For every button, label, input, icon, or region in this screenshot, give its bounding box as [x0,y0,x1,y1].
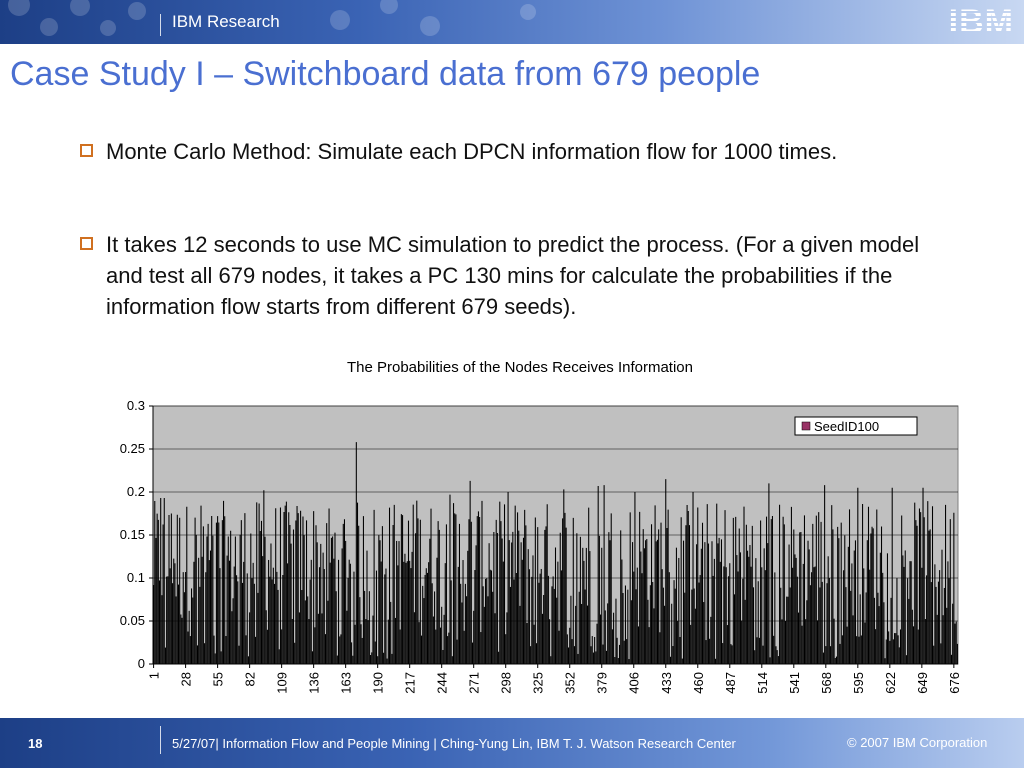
x-tick-label: 676 [947,672,962,694]
x-tick-label: 379 [595,672,610,694]
legend-label: SeedID100 [814,419,879,434]
x-tick-label: 325 [531,672,546,694]
x-tick-label: 1 [147,672,162,679]
x-tick-label: 433 [659,672,674,694]
ibm-logo: IBM [948,3,1014,41]
decor-dot [380,0,398,14]
y-tick-label: 0.25 [120,441,145,456]
bullet-text: It takes 12 seconds to use MC simulation… [106,232,920,319]
org-label: IBM Research [172,12,280,31]
bullet-text: Monte Carlo Method: Simulate each DPCN i… [106,139,838,164]
footer-text: 5/27/07| Information Flow and People Min… [172,736,736,751]
decor-dot [100,20,116,36]
header-separator [160,14,161,36]
y-tick-label: 0.05 [120,613,145,628]
footer-band: 18 5/27/07| Information Flow and People … [0,718,1024,768]
decor-dot [330,10,350,30]
legend-swatch [801,421,811,431]
x-tick-label: 541 [787,672,802,694]
decor-dot [70,0,90,16]
page-title: Case Study I – Switchboard data from 679… [10,55,761,93]
x-tick-label: 514 [755,672,770,694]
x-tick-label: 406 [627,672,642,694]
x-tick-label: 190 [371,672,386,694]
x-tick-label: 82 [243,672,258,686]
bullet-item: Monte Carlo Method: Simulate each DPCN i… [80,136,930,167]
y-tick-label: 0 [138,656,145,671]
page-number: 18 [28,736,43,751]
y-axis: 0 0.05 0.1 0.15 0.2 0.25 0.3 [120,398,154,671]
x-tick-label: 352 [563,672,578,694]
y-tick-label: 0.15 [120,527,145,542]
checkbox-bullet-icon [80,237,93,250]
x-tick-label: 271 [467,672,482,694]
bullet-item: It takes 12 seconds to use MC simulation… [80,229,930,322]
y-tick-label: 0.3 [127,398,145,413]
checkbox-bullet-icon [80,144,93,157]
legend-box [794,416,918,436]
x-tick-label: 622 [883,672,898,694]
chart-title: The Probabilities of the Nodes Receives … [347,359,693,376]
header-band: IBM Research IBM [0,0,1024,44]
x-tick-label: 55 [211,672,226,686]
x-tick-label: 460 [691,672,706,694]
x-tick-label: 163 [339,672,354,694]
x-tick-label: 136 [307,672,322,694]
x-tick-label: 244 [435,672,450,694]
x-tick-label: 568 [819,672,834,694]
x-tick-label: 649 [915,672,930,694]
x-tick-label: 217 [403,672,418,694]
x-tick-label: 298 [499,672,514,694]
copyright: © 2007 IBM Corporation [847,735,988,750]
x-axis: 1 28 55 82 109 136 163 190 217 244 271 298 325 352 379… [147,663,962,694]
x-tick-label: 109 [275,672,290,694]
x-tick-label: 595 [851,672,866,694]
decor-dot [128,2,146,20]
x-tick-label: 487 [723,672,738,694]
decor-dot [8,0,30,16]
bar-series [153,442,958,664]
decor-dot [40,18,58,36]
decor-dot [520,4,536,20]
legend: SeedID100 [794,416,918,436]
x-tick-label: 28 [179,672,194,686]
probability-bar-chart: The Probabilities of the Nodes Receives … [120,359,962,694]
y-tick-label: 0.2 [127,484,145,499]
y-tick-label: 0.1 [127,570,145,585]
footer-separator [160,726,161,754]
decor-dot [420,16,440,36]
